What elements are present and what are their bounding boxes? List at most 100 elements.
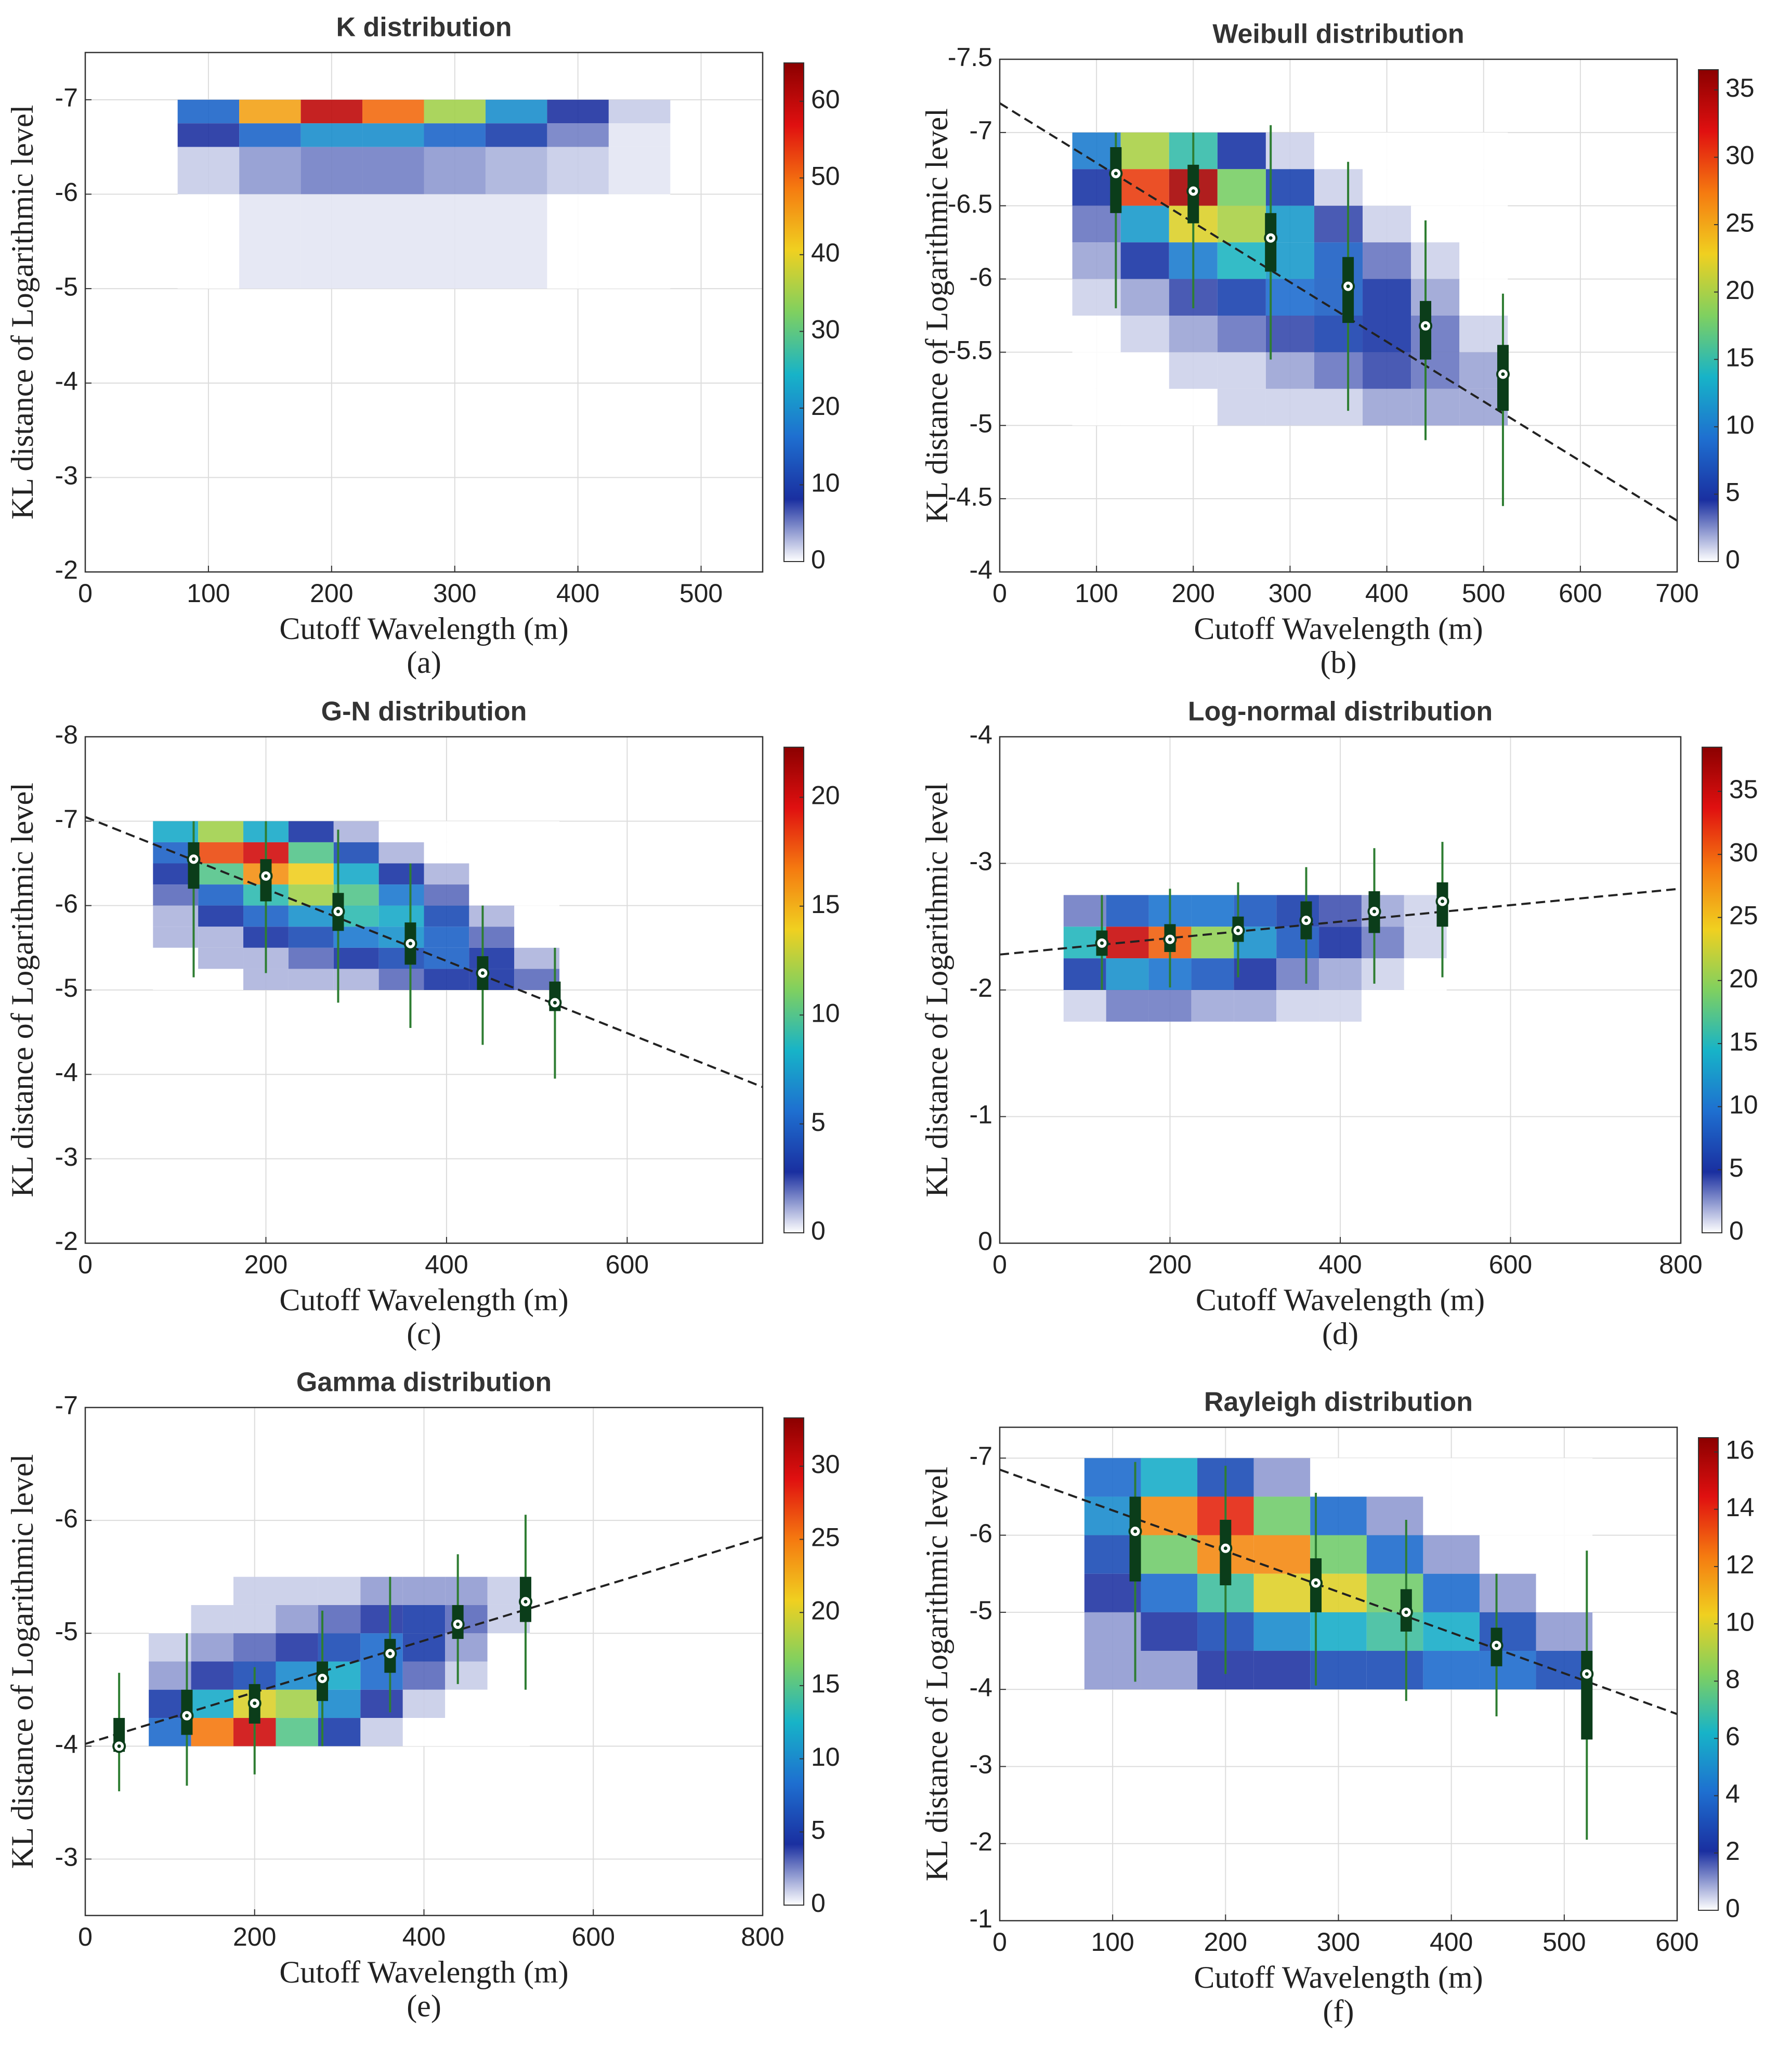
y-tick-label: -4 [970, 720, 992, 749]
density-cell [300, 194, 363, 289]
fit-line [999, 888, 1681, 956]
median-dot [1314, 1581, 1318, 1585]
axes-frame [84, 51, 764, 573]
y-axis-label: KL distance of Logarithmic level [920, 108, 954, 523]
density-cell [1310, 1496, 1367, 1535]
density-cell [177, 123, 240, 147]
y-tick-label: -2 [970, 973, 992, 1002]
density-cell [1120, 242, 1169, 279]
density-cell [1191, 990, 1234, 1022]
density-cell [360, 1689, 403, 1718]
median-dot [1441, 900, 1444, 904]
density-cell [288, 884, 334, 906]
density-cell [1459, 242, 1508, 279]
x-tick-label: 0 [78, 1250, 93, 1279]
x-tick-label: 100 [1075, 579, 1118, 608]
y-tick-label: -6.5 [948, 189, 992, 218]
density-cell [288, 821, 334, 842]
density-cell [608, 147, 671, 194]
density-cell [153, 927, 199, 948]
density-cell [424, 99, 486, 124]
density-cell [198, 884, 244, 906]
x-tick-label: 400 [556, 579, 599, 608]
y-tick-label: -4 [55, 367, 78, 396]
colorbar-tick-label: 30 [1725, 141, 1755, 170]
median-dot [524, 1599, 528, 1604]
x-tick-label: 400 [425, 1250, 468, 1279]
density-cell [1411, 388, 1460, 426]
y-tick-label: -1 [970, 1100, 992, 1129]
colorbar-tick-label: 0 [811, 1216, 826, 1245]
density-cell [198, 947, 244, 969]
density-cell [1479, 1612, 1536, 1651]
x-tick-label: 600 [1655, 1927, 1698, 1957]
density-cell [514, 842, 560, 864]
y-tick-label: -2 [970, 1827, 992, 1856]
density-cell [177, 99, 240, 124]
density-cell [1411, 205, 1460, 243]
colorbar-tick-label: 10 [811, 468, 840, 498]
density-cell [1310, 1651, 1367, 1690]
density-cell [1141, 1458, 1198, 1497]
density-cell [1253, 1496, 1311, 1535]
density-cell [1366, 1573, 1423, 1612]
y-tick-label: -6 [55, 889, 78, 918]
x-tick-label: 500 [679, 579, 723, 608]
y-tick-label: -8 [55, 720, 78, 749]
density-cell [424, 863, 469, 885]
density-cell [487, 1661, 530, 1690]
density-cell [424, 842, 469, 864]
density-cell [1363, 388, 1411, 426]
density-cell [360, 1718, 403, 1747]
density-cell [1276, 990, 1319, 1022]
median-dot [1223, 1546, 1227, 1550]
median-dot [1495, 1644, 1499, 1648]
density-cell [360, 1605, 403, 1634]
density-cell [1479, 1496, 1536, 1535]
density-cell [1169, 388, 1218, 426]
y-axis-label: KL distance of Logarithmic level [5, 1454, 40, 1869]
colorbar-tick-label: 0 [1725, 1894, 1740, 1923]
density-cell [1314, 169, 1363, 206]
density-cell [378, 905, 424, 927]
density-cell [469, 947, 515, 969]
colorbar [1698, 1437, 1719, 1911]
density-cell [547, 99, 609, 124]
density-cell [1536, 1496, 1593, 1535]
density-cell [288, 947, 334, 969]
density-cell [362, 123, 424, 147]
density-cell [1191, 958, 1234, 990]
density-cell [333, 821, 379, 842]
density-cell [1265, 169, 1314, 206]
x-tick-label: 700 [1655, 579, 1698, 608]
density-cell [198, 842, 244, 864]
density-cell [514, 884, 560, 906]
density-cell [445, 1576, 488, 1605]
colorbar-tick-label: 25 [1725, 208, 1755, 237]
density-cell [1063, 990, 1106, 1022]
density-cell [1217, 352, 1266, 389]
y-tick-label: -3 [55, 1843, 78, 1872]
x-tick-label: 600 [606, 1250, 649, 1279]
density-cell [1363, 279, 1411, 316]
colorbar-tick-label: 5 [1725, 478, 1740, 507]
density-cell [1141, 1573, 1198, 1612]
density-cell [233, 1576, 276, 1605]
density-cell [1411, 242, 1460, 279]
y-tick-label: -4 [970, 555, 992, 584]
x-tick-label: 800 [1659, 1250, 1702, 1279]
density-cell [1120, 169, 1169, 206]
density-cell [1072, 352, 1121, 389]
density-cell [445, 1661, 488, 1690]
density-cell [1363, 316, 1411, 353]
colorbar-tick-label: 20 [1725, 276, 1755, 305]
density-cell [318, 1576, 361, 1605]
median-dot [408, 942, 412, 946]
colorbar-tick-label: 15 [811, 890, 840, 919]
density-cell [1479, 1573, 1536, 1612]
density-cell [378, 821, 424, 842]
density-cell [1366, 1612, 1423, 1651]
density-cell [239, 99, 301, 124]
y-tick-label: -7.5 [948, 43, 992, 72]
